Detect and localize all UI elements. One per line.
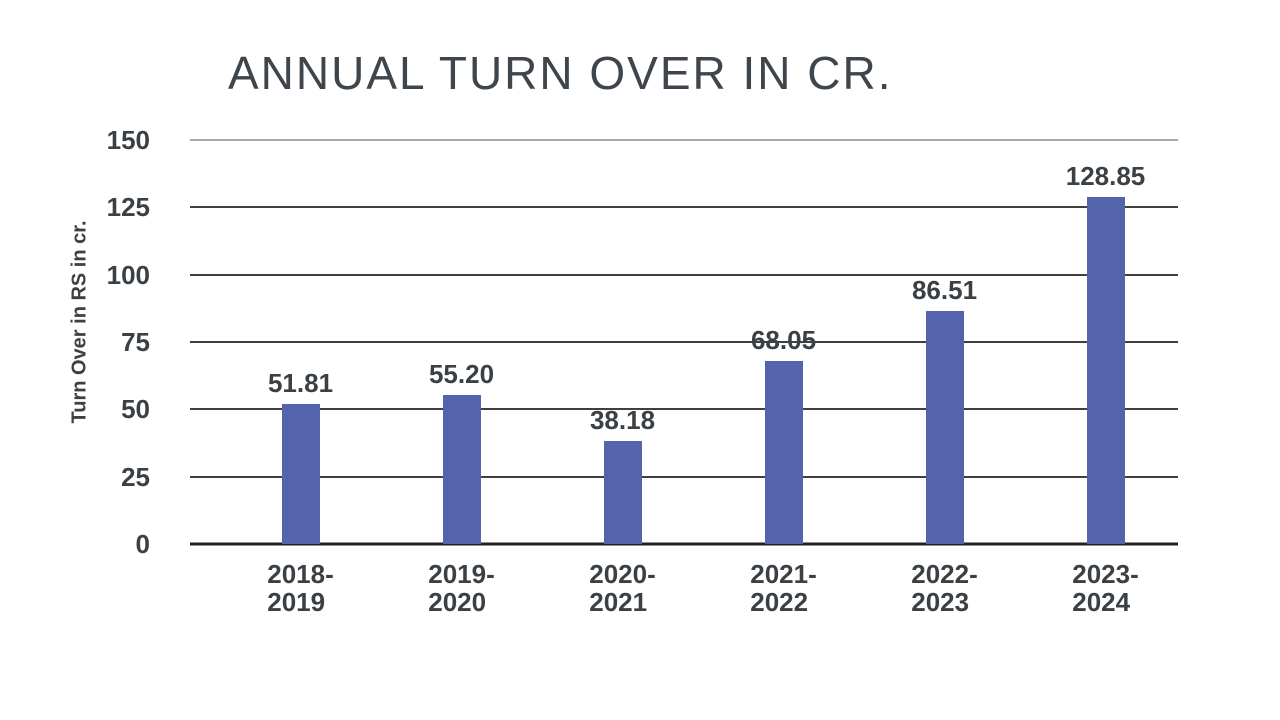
bar-column-2019-2020: 55.20	[381, 140, 542, 544]
x-tick-cell: 2022- 2023	[864, 560, 1025, 616]
gridline-75	[190, 341, 1178, 343]
x-tick-cell: 2018- 2019	[220, 560, 381, 616]
y-axis-title: Turn Over in RS in cr.	[68, 220, 91, 424]
y-tick-label-0: 0	[135, 529, 150, 559]
x-tick-cell: 2023- 2024	[1025, 560, 1186, 616]
bar-2020-2021	[603, 441, 642, 544]
x-tick-label: 2021- 2022	[750, 559, 817, 617]
plot-area: 51.81 55.20 38.18 68.05 86.51 128.85 0 25 50 75 1…	[107, 125, 1178, 559]
bar-value-label: 68.05	[750, 324, 817, 355]
bar-value-label: 38.18	[589, 405, 656, 436]
x-tick-label: 2022- 2023	[911, 559, 978, 617]
bar-column-2020-2021: 38.18	[542, 140, 703, 544]
bars-row: 51.81 55.20 38.18 68.05 86.51 128.85	[220, 140, 1186, 544]
gridline-125	[190, 206, 1178, 209]
bar-2022-2023	[925, 311, 964, 544]
y-tick-label-50: 50	[121, 394, 150, 425]
bar-2023-2024	[1086, 196, 1125, 544]
bar-2018-2019	[281, 404, 320, 544]
gridline-50	[190, 408, 1178, 411]
y-tick-label-75: 75	[121, 327, 150, 357]
x-tick-cell: 2021- 2022	[703, 560, 864, 616]
y-tick-label-125: 125	[106, 192, 150, 223]
bar-value-label: 51.81	[267, 368, 334, 399]
bar-column-2023-2024: 128.85	[1025, 140, 1186, 544]
bar-value-label: 128.85	[1065, 160, 1146, 191]
x-tick-label: 2019- 2020	[428, 559, 495, 617]
bar-2019-2020	[442, 395, 481, 544]
y-tick-label-150: 150	[106, 125, 150, 155]
gridline-0	[190, 542, 1178, 546]
y-tick-label-100: 100	[106, 259, 150, 290]
gridline-25	[190, 475, 1178, 478]
bar-value-label: 86.51	[911, 275, 978, 305]
bar-column-2021-2022: 68.05	[703, 140, 864, 544]
x-axis-labels: 2018- 2019 2019- 2020 2020- 2021 2021- 2022…	[220, 560, 1186, 616]
x-tick-cell: 2019- 2020	[381, 560, 542, 616]
x-tick-label: 2023- 2024	[1072, 559, 1139, 617]
gridline-150	[190, 139, 1178, 141]
gridline-100	[190, 273, 1178, 276]
bar-2021-2022	[764, 360, 803, 544]
y-tick-label-25: 25	[121, 461, 150, 492]
bar-column-2022-2023: 86.51	[864, 140, 1025, 544]
bar-value-label: 55.20	[428, 359, 495, 390]
x-tick-label: 2020- 2021	[589, 559, 656, 617]
bar-column-2018-2019: 51.81	[220, 140, 381, 544]
x-tick-cell: 2020- 2021	[542, 560, 703, 616]
x-tick-label: 2018- 2019	[267, 559, 334, 617]
chart-title: ANNUAL TURN OVER IN CR.	[228, 47, 893, 99]
